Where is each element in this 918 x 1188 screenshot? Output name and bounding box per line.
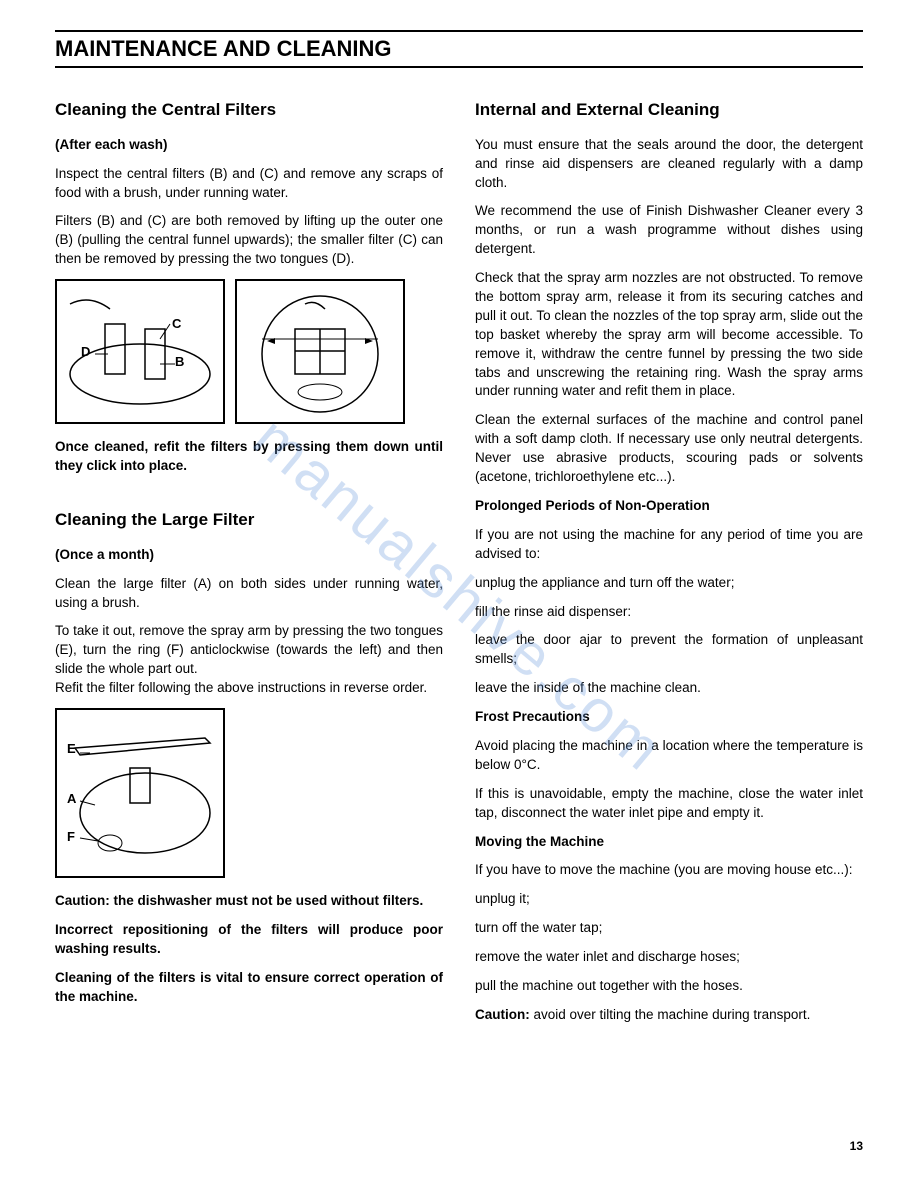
para-unplug-water: unplug the appliance and turn off the wa…: [475, 574, 863, 593]
para-refit-instructions: Refit the filter following the above ins…: [55, 679, 443, 698]
fig-label-d: D: [81, 343, 90, 361]
sub-heading-after-wash: (After each wash): [55, 136, 443, 155]
figures-row-1: C D B: [55, 279, 443, 424]
section-heading-internal-external: Internal and External Cleaning: [475, 98, 863, 122]
fig-label-a: A: [67, 790, 76, 808]
page-title: MAINTENANCE AND CLEANING: [55, 30, 863, 68]
sub-heading-once-month: (Once a month): [55, 546, 443, 565]
para-cleaning-vital: Cleaning of the filters is vital to ensu…: [55, 969, 443, 1007]
para-fill-rinse: fill the rinse aid dispenser:: [475, 603, 863, 622]
page-number: 13: [850, 1139, 863, 1153]
sub-heading-non-operation: Prolonged Periods of Non-Operation: [475, 497, 863, 516]
para-avoid-frost: Avoid placing the machine in a location …: [475, 737, 863, 775]
caution-text: avoid over tilting the machine during tr…: [530, 1007, 811, 1022]
para-inspect-filters: Inspect the central filters (B) and (C) …: [55, 165, 443, 203]
para-caution-no-filters: Caution: the dishwasher must not be used…: [55, 892, 443, 911]
para-not-using: If you are not using the machine for any…: [475, 526, 863, 564]
fig-label-f: F: [67, 828, 75, 846]
para-remove-hoses: remove the water inlet and discharge hos…: [475, 948, 863, 967]
section-heading-central-filters: Cleaning the Central Filters: [55, 98, 443, 122]
figure-spray-arm: E A F: [55, 708, 225, 878]
fig-label-c: C: [172, 315, 181, 333]
para-door-ajar: leave the door ajar to prevent the forma…: [475, 631, 863, 669]
para-incorrect-position: Incorrect repositioning of the filters w…: [55, 921, 443, 959]
right-column: Internal and External Cleaning You must …: [475, 98, 863, 1035]
sub-heading-moving: Moving the Machine: [475, 833, 863, 852]
para-caution-tilting: Caution: avoid over tilting the machine …: [475, 1006, 863, 1025]
caution-label: Caution:: [475, 1007, 530, 1022]
para-finish-cleaner: We recommend the use of Finish Dishwashe…: [475, 202, 863, 259]
para-frost-unavoidable: If this is unavoidable, empty the machin…: [475, 785, 863, 823]
fig-label-b: B: [175, 353, 184, 371]
para-unplug-it: unplug it;: [475, 890, 863, 909]
sub-heading-frost: Frost Precautions: [475, 708, 863, 727]
para-pull-out: pull the machine out together with the h…: [475, 977, 863, 996]
para-clean-large: Clean the large filter (A) on both sides…: [55, 575, 443, 613]
para-inside-clean: leave the inside of the machine clean.: [475, 679, 863, 698]
para-take-out: To take it out, remove the spray arm by …: [55, 622, 443, 679]
figure-filter-circle: [235, 279, 405, 424]
para-spray-nozzles: Check that the spray arm nozzles are not…: [475, 269, 863, 401]
section-heading-large-filter: Cleaning the Large Filter: [55, 508, 443, 532]
para-remove-filters: Filters (B) and (C) are both removed by …: [55, 212, 443, 269]
para-turn-off-tap: turn off the water tap;: [475, 919, 863, 938]
figure-filter-labels: C D B: [55, 279, 225, 424]
para-moving-house: If you have to move the machine (you are…: [475, 861, 863, 880]
para-external-surfaces: Clean the external surfaces of the machi…: [475, 411, 863, 487]
para-seals: You must ensure that the seals around th…: [475, 136, 863, 193]
fig-label-e: E: [67, 740, 76, 758]
left-column: Cleaning the Central Filters (After each…: [55, 98, 443, 1035]
para-refit-filters: Once cleaned, refit the filters by press…: [55, 438, 443, 476]
content-columns: Cleaning the Central Filters (After each…: [55, 98, 863, 1035]
